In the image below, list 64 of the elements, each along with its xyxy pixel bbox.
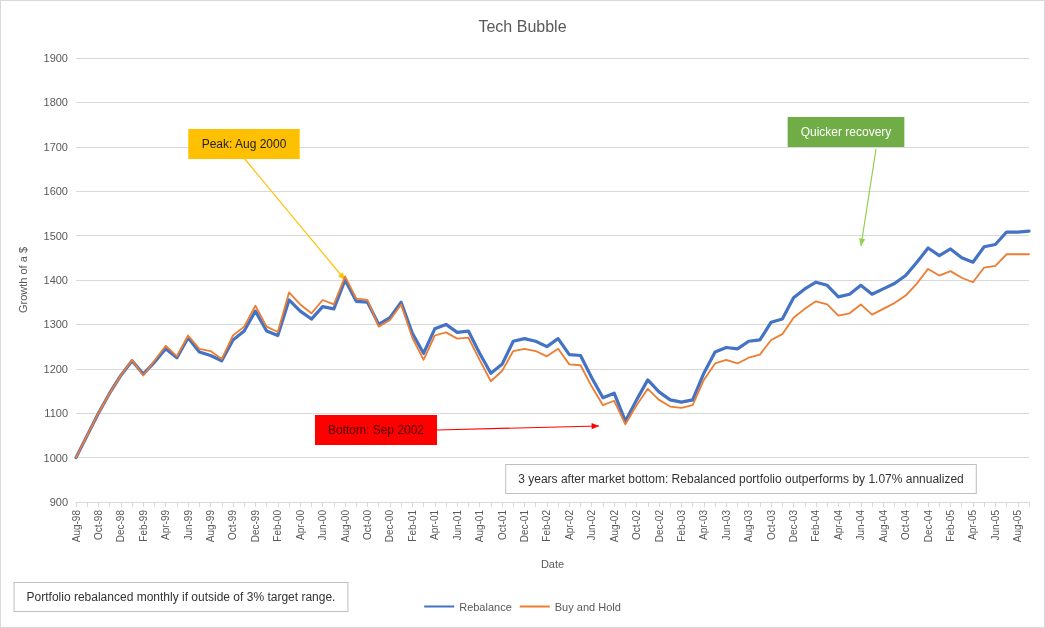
y-axis-title: Growth of a $ bbox=[16, 246, 29, 314]
x-tick-label: Apr-04 bbox=[832, 509, 844, 541]
x-tick-label: Oct-03 bbox=[765, 509, 777, 541]
y-tick-label: 1600 bbox=[43, 185, 68, 198]
x-tick-label: Aug-02 bbox=[608, 509, 620, 543]
annotation: Peak: Aug 2000 bbox=[201, 137, 287, 151]
x-tick-label: Jun-99 bbox=[182, 509, 194, 541]
x-tick-label: Oct-02 bbox=[631, 509, 643, 541]
y-tick-label: 1000 bbox=[43, 451, 68, 464]
x-tick-label: Feb-05 bbox=[945, 509, 957, 542]
annotation: Bottom: Sep 2002 bbox=[327, 423, 425, 437]
annotation: 3 years after market bottom: Rebalanced portfolio outperforms by 1.07% annualized bbox=[518, 472, 964, 486]
x-tick-label: Jun-01 bbox=[451, 509, 463, 541]
x-tick-label: Dec-03 bbox=[788, 509, 800, 543]
x-tick-label: Apr-03 bbox=[698, 509, 710, 541]
x-tick-label: Dec-98 bbox=[115, 509, 127, 543]
text: Portfolio rebalanced monthly if outside of 3% target range. bbox=[26, 590, 336, 604]
x-tick-label: Feb-01 bbox=[406, 509, 418, 542]
x-tick-label: Dec-01 bbox=[518, 509, 530, 543]
x-tick-label: Aug-00 bbox=[339, 509, 351, 543]
x-tick-label: Oct-98 bbox=[92, 509, 104, 541]
x-axis-title: Date bbox=[540, 557, 565, 570]
y-tick-label: 1400 bbox=[43, 274, 68, 286]
x-tick-label: Apr-99 bbox=[160, 509, 172, 541]
x-tick-label: Apr-01 bbox=[429, 509, 441, 541]
x-tick-label: Oct-00 bbox=[362, 509, 374, 541]
x-tick-label: Dec-02 bbox=[653, 509, 665, 543]
x-tick-label: Apr-00 bbox=[294, 509, 306, 541]
legend-label: Rebalance bbox=[459, 600, 512, 613]
x-tick-label: Jun-04 bbox=[855, 509, 867, 541]
x-tick-label: Aug-99 bbox=[205, 509, 217, 543]
x-tick-label: Apr-05 bbox=[967, 509, 979, 541]
x-tick-label: Feb-04 bbox=[810, 509, 822, 542]
y-tick-label: 1700 bbox=[43, 140, 68, 153]
x-tick-label: Jun-00 bbox=[317, 509, 329, 541]
x-tick-label: Aug-98 bbox=[70, 509, 82, 543]
x-tick-label: Feb-00 bbox=[272, 509, 284, 542]
x-tick-label: Oct-99 bbox=[227, 509, 239, 541]
x-tick-label: Apr-02 bbox=[563, 509, 575, 541]
y-tick-label: 900 bbox=[49, 496, 68, 508]
chart-title: Tech Bubble bbox=[478, 17, 567, 35]
x-tick-label: Jun-02 bbox=[586, 509, 598, 541]
y-tick-label: 1900 bbox=[43, 52, 68, 64]
legend-label: Buy and Hold bbox=[554, 600, 621, 613]
x-tick-label: Oct-04 bbox=[900, 509, 912, 541]
x-tick-label: Feb-03 bbox=[675, 509, 687, 542]
x-tick-label: Aug-05 bbox=[1012, 509, 1024, 543]
x-tick-label: Aug-01 bbox=[474, 509, 486, 543]
x-tick-label: Aug-04 bbox=[877, 509, 889, 543]
x-tick-label: Jun-03 bbox=[720, 509, 732, 541]
x-tick-label: Jun-05 bbox=[989, 509, 1001, 541]
x-tick-label: Feb-02 bbox=[541, 509, 553, 542]
x-tick-label: Dec-00 bbox=[384, 509, 396, 543]
annotation: Quicker recovery bbox=[800, 125, 892, 139]
y-tick-label: 1200 bbox=[43, 362, 68, 375]
x-tick-label: Aug-03 bbox=[743, 509, 755, 543]
x-tick-label: Dec-99 bbox=[249, 509, 261, 543]
x-tick-label: Dec-04 bbox=[922, 509, 934, 543]
y-tick-label: 1500 bbox=[43, 229, 68, 242]
x-tick-label: Oct-01 bbox=[496, 509, 508, 541]
y-tick-label: 1100 bbox=[44, 407, 68, 420]
y-tick-label: 1800 bbox=[43, 96, 68, 109]
x-tick-label: Feb-99 bbox=[137, 509, 149, 542]
y-tick-label: 1300 bbox=[43, 318, 68, 331]
